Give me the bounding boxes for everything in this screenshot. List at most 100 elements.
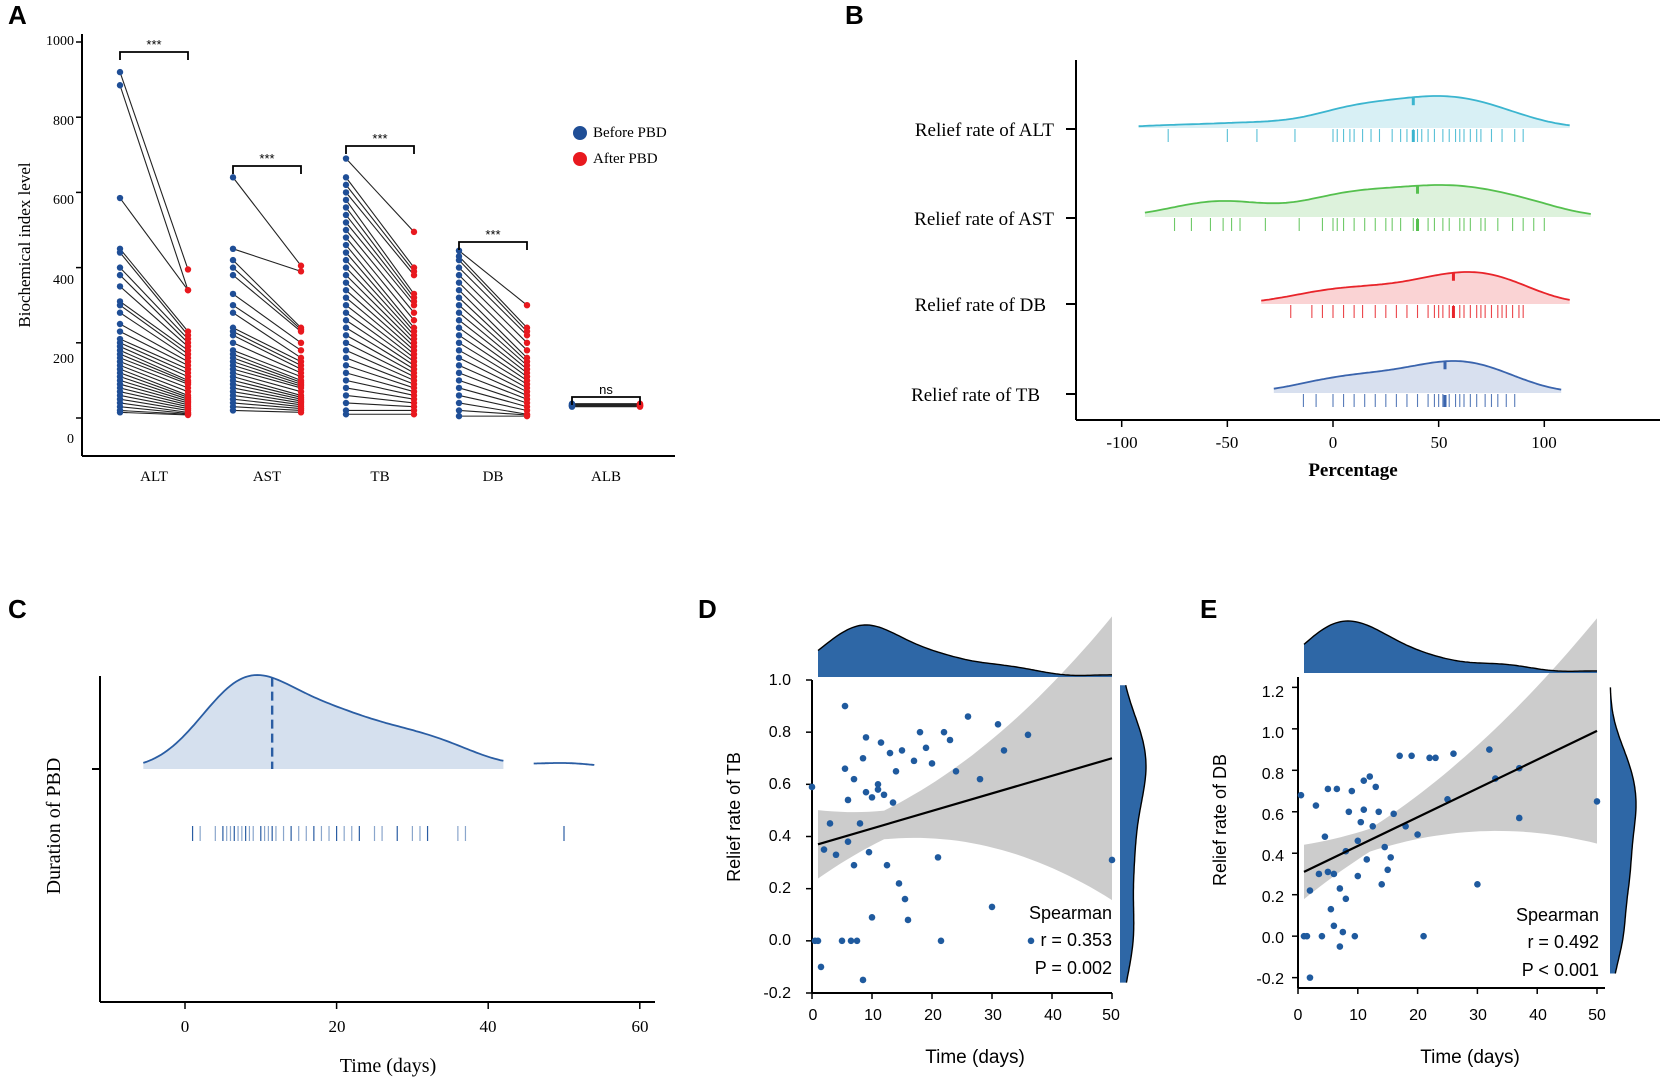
before-point-ast-4 [229,271,237,279]
panel-b-row-tb: Relief rate of TB [911,385,1040,406]
before-point-db-3 [455,264,463,271]
pair-line-db-19 [458,387,528,408]
pair-line-alt-24 [119,379,189,402]
pair-line-ast-17 [232,368,302,389]
panel-e-right-marginal-curve [1609,687,1637,974]
before-point-alt-2 [116,194,124,202]
pair-line-alt-9 [119,304,189,355]
panel-d-point-44 [952,767,960,775]
panel-d-point-12 [847,937,855,945]
panel-e-point-23 [1354,837,1362,845]
panel-e-point-20 [1345,808,1353,816]
pair-line-db-13 [458,342,528,385]
before-point-tb-23 [342,339,350,346]
panel-e-point-26 [1360,806,1368,813]
before-point-db-12 [455,332,463,339]
panel-e-point-38 [1396,752,1403,760]
pair-line-tb-15 [345,282,415,347]
pair-line-ast-13 [232,353,302,381]
pair-line-alt-27 [119,391,189,408]
panel-d-point-16 [856,820,864,827]
after-point-alb-7 [636,403,644,410]
pair-line-ast-20 [232,379,302,398]
after-point-tb-9 [410,317,418,324]
panel-d-point-29 [886,749,894,757]
before-point-tb-11 [342,249,350,256]
panel-d-point-15 [853,937,861,945]
pair-line-ast-5 [232,293,302,344]
panel-d-point-10 [844,796,852,804]
after-point-alt-33 [184,411,192,419]
panel-e-point-28 [1363,856,1371,863]
before-point-tb-24 [342,347,350,354]
pair-line-ast-10 [232,334,302,370]
panel-d-right-marginal-curve [1125,685,1147,983]
panel-d-point-32 [895,880,903,887]
before-point-db-8 [455,302,463,309]
panel-d-x-ticks: 0 10 20 30 40 50 [809,1007,1120,1024]
density-curve-db [1261,271,1570,302]
panel-e-point-33 [1378,881,1386,888]
panel-a-ytick-1: 200 [53,352,74,367]
panel-d-stat-p: P = 0.002 [1035,958,1112,978]
pair-line-alt-1 [119,85,189,291]
before-point-tb-7 [342,219,350,226]
pair-line-db-5 [458,282,528,351]
before-point-tb-26 [342,362,350,369]
panel-d-point-30 [889,799,897,806]
pair-line-ast-23 [232,391,302,404]
pair-line-alt-15 [119,346,189,378]
pair-line-alt-3 [119,248,189,332]
panel-d-point-0 [808,783,816,791]
panel-e-point-12 [1330,870,1338,878]
pair-line-alt-10 [119,312,189,359]
panel-e-regression-line [1303,729,1598,873]
pair-line-ast-7 [232,312,302,359]
panel-e-point-48 [1486,746,1493,753]
panel-e-point-4 [1306,887,1314,894]
pair-line-ast-28 [232,409,302,413]
before-point-tb-19 [342,309,350,316]
pair-line-tb-12 [345,259,415,336]
panel-e-ytick-0: -0.2 [1256,971,1284,988]
panel-e-point-21 [1348,787,1356,795]
before-point-tb-2 [342,181,350,189]
pair-line-alt-19 [119,361,189,389]
before-point-db-13 [455,339,463,346]
panel-d-point-22 [868,794,876,801]
significance-bracket-alb [571,396,641,405]
panel-e-point-3 [1306,974,1314,981]
pair-line-tb-14 [345,274,415,344]
panel-e-xtick-0: 0 [1294,1007,1303,1024]
before-point-tb-29 [342,384,350,392]
panel-b-row-alt: Relief rate of ALT [915,120,1055,141]
panel-d-point-43 [946,736,954,744]
panel-a-marks [76,41,644,420]
panel-e-point-8 [1321,833,1329,840]
pair-line-alt-26 [119,387,189,406]
panel-e: E Relief rate of DB -0.2 0.0 0.2 0.4 0.6… [1200,594,1637,1068]
pair-line-db-21 [458,402,528,415]
before-point-tb-12 [342,256,350,264]
pair-line-db-9 [458,312,528,370]
legend-after-label: After PBD [593,151,658,167]
panel-a-y-label: Biochemical index level [15,162,34,327]
pair-line-db-8 [458,304,528,366]
pair-line-db-2 [458,259,528,332]
before-point-tb-10 [342,241,350,249]
pair-line-ast-24 [232,394,302,406]
panel-e-point-40 [1408,752,1415,760]
pair-line-db-3 [458,267,528,336]
panel-e-point-25 [1357,818,1365,826]
panel-e-point-13 [1330,922,1338,930]
panel-e-point-9 [1324,868,1332,876]
pair-line-tb-11 [345,252,415,332]
before-point-alt-12 [116,328,124,335]
panel-d-marks [806,616,1147,999]
pair-line-tb-6 [345,214,415,302]
panel-d-point-20 [862,788,870,796]
pair-line-alt-8 [119,300,189,351]
panel-d-point-34 [901,895,909,903]
panel-e-point-36 [1387,854,1394,861]
duration-density-tail [533,762,595,766]
